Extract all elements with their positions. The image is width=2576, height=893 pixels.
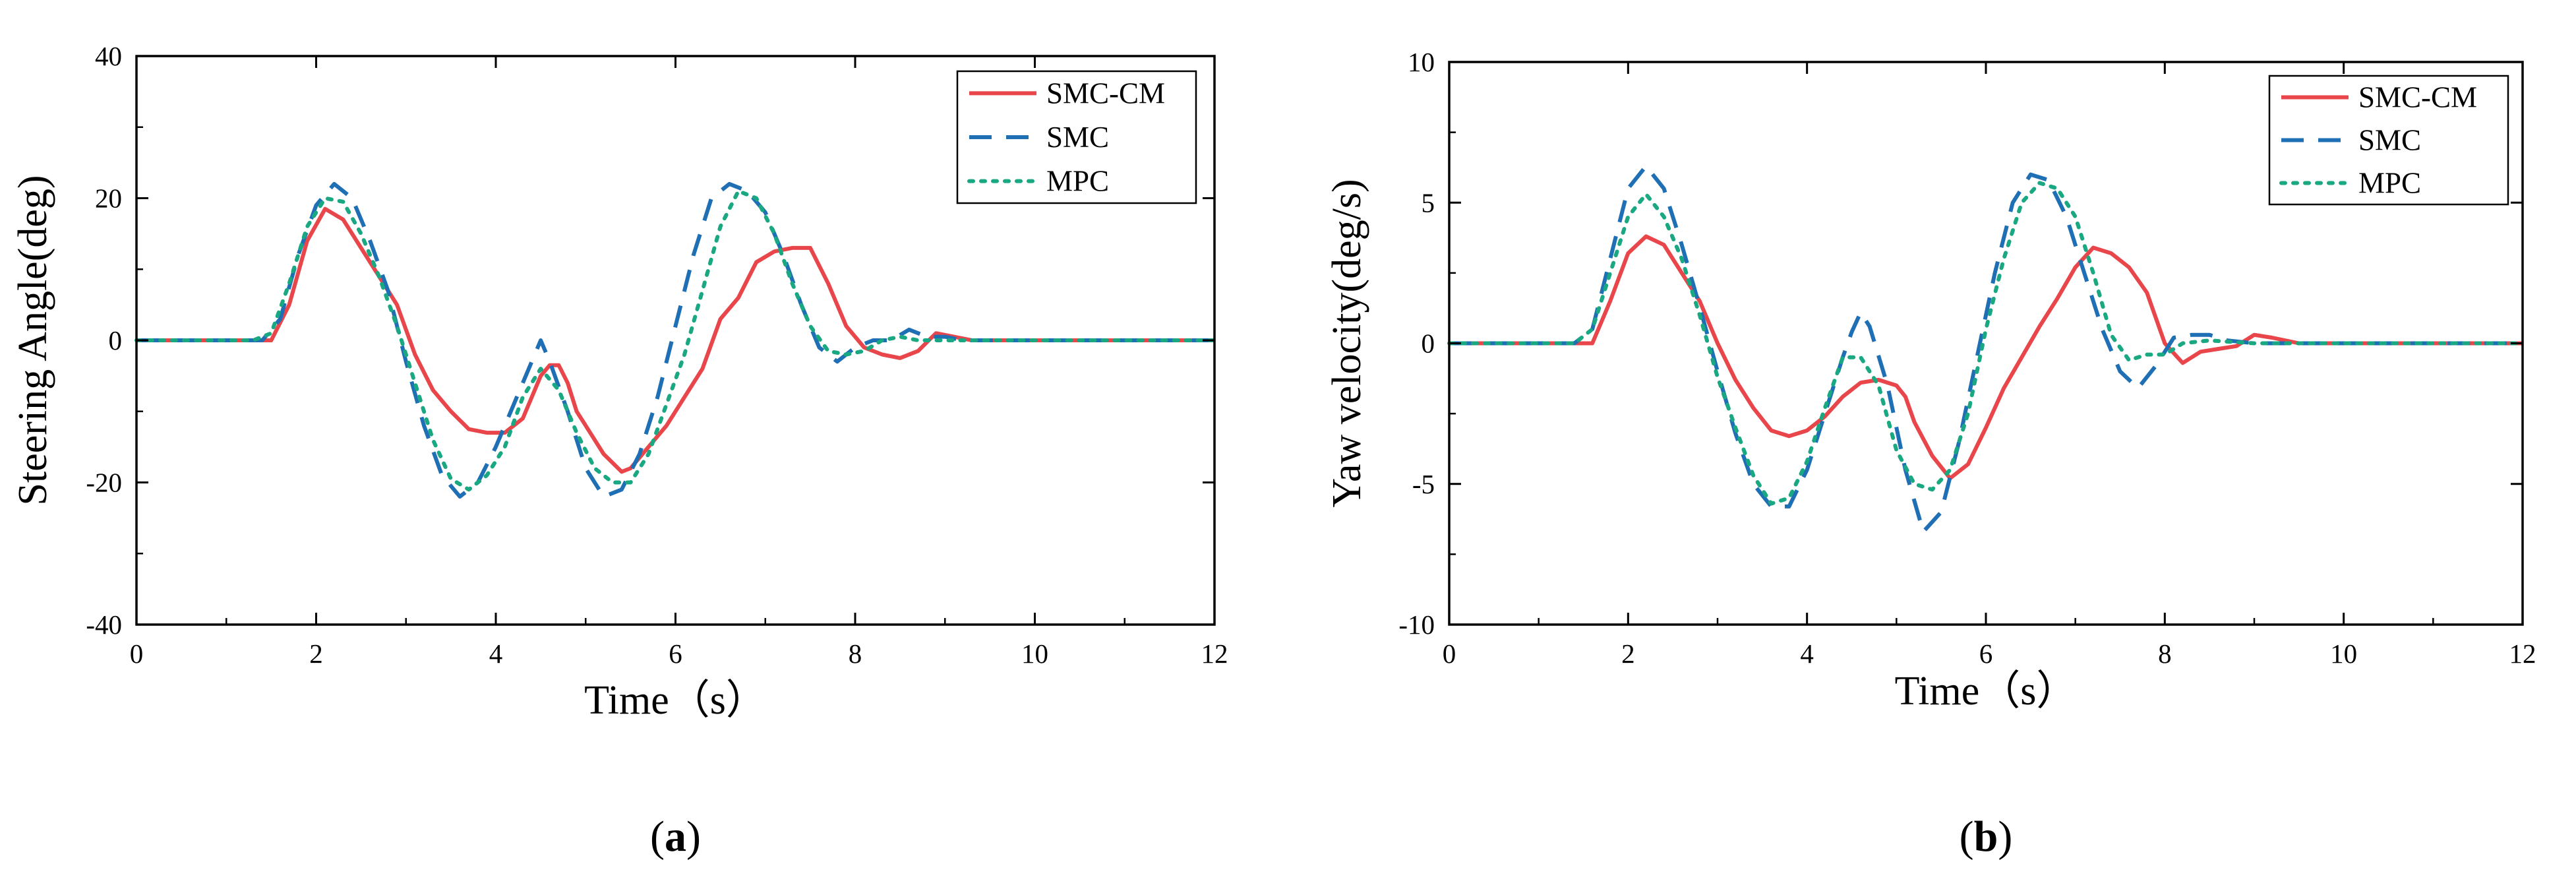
x-tick-label: 12 [2509,638,2536,669]
panel-caption: (b) [1960,813,2013,861]
legend-label: SMC [1046,121,1109,154]
y-tick-label: 40 [95,41,122,71]
x-tick-label: 4 [1800,638,1814,669]
legend-label: SMC [2358,124,2421,157]
x-tick-label: 2 [309,638,323,669]
y-tick-label: -10 [1398,609,1435,640]
y-tick-label: 10 [1408,47,1435,77]
legend-label: SMC-CM [1046,77,1165,109]
legend-label: SMC-CM [2358,81,2477,114]
y-axis-title: Yaw velocity(deg/s) [1325,179,1369,507]
x-tick-label: 8 [2158,638,2172,669]
x-tick-label: 2 [1621,638,1635,669]
series-line-mpc [135,189,1216,492]
x-tick-label: 0 [130,638,144,669]
y-tick-label: -20 [86,468,122,498]
panel-a: 0 2 4 6 8 10 12 -40 -20 0 20 40 Time（s） Steering Angl… [11,41,1228,861]
x-tick-label: 0 [1443,638,1456,669]
y-tick-label: 20 [95,183,122,214]
series-line-mpc [1447,181,2525,506]
x-tick-label: 10 [2330,638,2357,669]
legend: SMC-CM SMC MPC [956,70,1197,204]
legend-label: MPC [1046,165,1109,198]
x-tick-label: 6 [669,638,682,669]
legend: SMC-CM SMC MPC [2268,75,2509,206]
legend-label: MPC [2358,167,2421,200]
y-tick-label: -40 [86,609,122,640]
y-tick-label: 0 [109,325,123,355]
panel-b: 0 2 4 6 8 10 12 -10 -5 0 5 10 Time（s） Yaw velocity(de… [1325,47,2536,861]
x-tick-label: 10 [1021,638,1048,669]
x-tick-label: 6 [1979,638,1993,669]
y-axis-title: Steering Angle(deg) [11,175,55,505]
x-tick-label: 12 [1201,638,1228,669]
panel-caption: (a) [650,813,701,861]
x-tick-label: 8 [849,638,862,669]
series-line-smc [1449,164,2523,534]
x-axis-title: Time（s） [584,678,767,723]
y-tick-label: 0 [1422,328,1435,359]
x-axis-title: Time（s） [1895,669,2078,714]
y-tick-label: 5 [1422,187,1435,218]
series-line-smc [136,181,1214,499]
x-tick-label: 4 [489,638,503,669]
y-tick-label: -5 [1412,469,1435,499]
